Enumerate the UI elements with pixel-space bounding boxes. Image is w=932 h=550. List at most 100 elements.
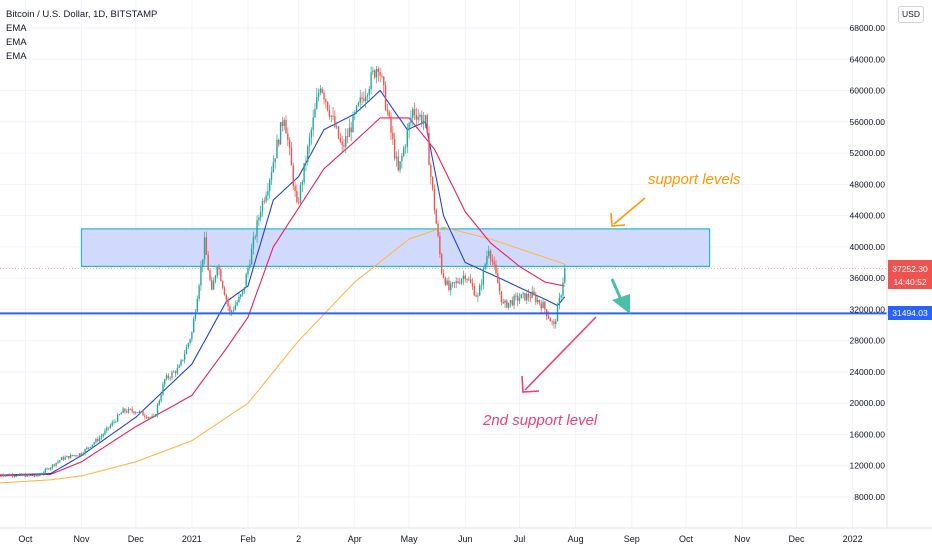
candle — [35, 473, 37, 477]
candle — [4, 474, 7, 478]
candle — [439, 231, 441, 258]
candle — [468, 276, 470, 282]
candle — [75, 454, 77, 458]
candle-body — [442, 273, 445, 278]
candle — [406, 123, 408, 154]
candle-body — [138, 411, 141, 413]
ema-indicator-2[interactable]: EMA — [6, 37, 27, 48]
x-axis-ticks: Oct Nov Dec 2021 Feb 2 Apr May Jun Jul Aug Sep Oct No… — [18, 534, 862, 544]
candle — [395, 151, 398, 167]
candle-body — [147, 417, 150, 419]
candle — [202, 259, 204, 273]
candle-body — [229, 306, 231, 312]
candle-body — [71, 455, 74, 456]
candle-body — [482, 269, 485, 285]
candle — [296, 184, 298, 204]
candle — [276, 134, 278, 159]
candle — [192, 316, 195, 333]
candle — [428, 126, 430, 166]
candle-body — [431, 176, 434, 189]
candle — [160, 391, 162, 403]
candle-body — [136, 412, 139, 414]
candle-body — [227, 299, 229, 307]
candle-body — [473, 286, 475, 296]
candle-body — [551, 321, 553, 323]
candle-body — [287, 133, 289, 140]
x-tick-label: Dec — [128, 534, 145, 544]
ema-indicator-1[interactable]: EMA — [6, 23, 27, 34]
candle-body — [455, 281, 457, 283]
candle — [165, 373, 168, 381]
candle-body — [135, 412, 137, 414]
candle — [374, 69, 376, 80]
candle — [232, 306, 235, 314]
candle — [258, 214, 260, 226]
candle-body — [388, 111, 390, 117]
candle — [127, 407, 130, 414]
candle-body — [359, 97, 361, 103]
candle — [553, 318, 555, 329]
candle-body — [1, 474, 3, 476]
candle — [133, 410, 135, 415]
ema-fast-line — [0, 89, 566, 476]
candle — [375, 66, 378, 84]
candle — [240, 293, 242, 300]
candle-body — [149, 417, 151, 419]
candle — [488, 245, 490, 259]
candle-body — [297, 202, 300, 203]
candle-body — [357, 102, 360, 106]
candle-body — [346, 136, 349, 138]
candle — [498, 278, 501, 295]
candle — [77, 455, 79, 457]
candle-body — [192, 318, 195, 333]
candle — [462, 270, 465, 285]
candle — [129, 408, 132, 411]
candle-body — [265, 195, 267, 202]
currency-button[interactable]: USD — [898, 6, 924, 23]
candle — [107, 427, 110, 431]
candle-body — [203, 237, 206, 260]
candle-body — [379, 71, 381, 76]
candle-body — [133, 411, 135, 414]
candle-body — [86, 447, 88, 450]
symbol-title[interactable]: Bitcoin / U.S. Dollar, 1D, BITSTAMP — [6, 9, 158, 20]
ema-indicator-3[interactable]: EMA — [6, 51, 27, 62]
candle-body — [374, 70, 376, 78]
candle — [46, 467, 48, 471]
candle — [169, 376, 171, 382]
x-tick-label: Oct — [18, 534, 33, 544]
candle — [350, 121, 352, 142]
candle — [270, 166, 273, 186]
y-tick-label: 40000.00 — [850, 242, 886, 252]
candle-body — [225, 295, 227, 300]
candle — [466, 278, 468, 283]
candle — [379, 67, 381, 83]
candle — [551, 319, 553, 326]
candle — [256, 215, 258, 243]
candle — [218, 263, 220, 276]
candle — [440, 252, 443, 276]
candle-body — [392, 132, 394, 139]
candle-body — [91, 444, 94, 448]
candle — [236, 299, 238, 307]
candle — [111, 420, 113, 427]
candle-body — [189, 339, 191, 344]
candle-body — [422, 120, 425, 124]
candle-body — [26, 474, 28, 477]
candle-body — [444, 277, 447, 285]
candle-body — [294, 185, 296, 192]
candle — [545, 308, 548, 321]
candle — [135, 411, 137, 415]
candle-body — [520, 294, 523, 299]
candle — [115, 420, 117, 424]
candle — [164, 378, 166, 388]
candle-body — [40, 474, 43, 475]
candle-body — [220, 269, 222, 282]
candle — [526, 289, 528, 305]
candle-body — [156, 404, 159, 415]
candle-body — [77, 455, 79, 457]
candle — [138, 409, 141, 415]
candle — [310, 127, 313, 145]
candle-body — [185, 347, 188, 355]
